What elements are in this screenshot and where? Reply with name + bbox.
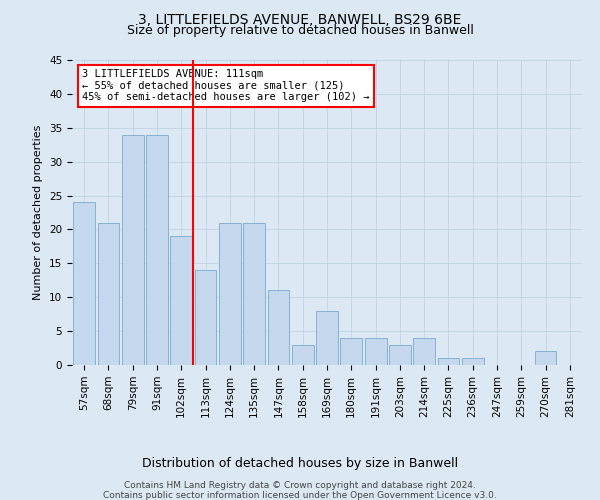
Y-axis label: Number of detached properties: Number of detached properties	[34, 125, 43, 300]
Bar	[413, 338, 435, 365]
Bar	[122, 134, 143, 365]
Bar	[170, 236, 192, 365]
Text: Contains public sector information licensed under the Open Government Licence v3: Contains public sector information licen…	[103, 491, 497, 500]
Text: 3 LITTLEFIELDS AVENUE: 111sqm
← 55% of detached houses are smaller (125)
45% of : 3 LITTLEFIELDS AVENUE: 111sqm ← 55% of d…	[82, 69, 370, 102]
Text: Size of property relative to detached houses in Banwell: Size of property relative to detached ho…	[127, 24, 473, 37]
Bar	[73, 202, 95, 365]
Bar	[146, 134, 168, 365]
Bar	[535, 352, 556, 365]
Text: 3, LITTLEFIELDS AVENUE, BANWELL, BS29 6BE: 3, LITTLEFIELDS AVENUE, BANWELL, BS29 6B…	[139, 12, 461, 26]
Bar	[437, 358, 460, 365]
Text: Contains HM Land Registry data © Crown copyright and database right 2024.: Contains HM Land Registry data © Crown c…	[124, 481, 476, 490]
Bar	[219, 222, 241, 365]
Bar	[365, 338, 386, 365]
Bar	[316, 311, 338, 365]
Bar	[389, 344, 411, 365]
Bar	[243, 222, 265, 365]
Bar	[292, 344, 314, 365]
Bar	[194, 270, 217, 365]
Bar	[268, 290, 289, 365]
Bar	[462, 358, 484, 365]
Bar	[97, 222, 119, 365]
Bar	[340, 338, 362, 365]
Text: Distribution of detached houses by size in Banwell: Distribution of detached houses by size …	[142, 458, 458, 470]
